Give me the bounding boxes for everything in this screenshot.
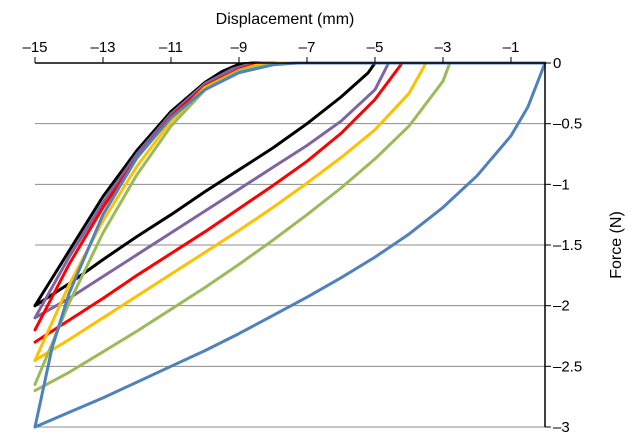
- y-tick-label: –1.5: [553, 237, 582, 254]
- axes: [34, 57, 551, 428]
- y-tick-labels: 0 –0.5 –1 –1.5 –2 –2.5 –3: [553, 55, 582, 433]
- y-tick-label: –2.5: [553, 358, 582, 375]
- gridlines: [35, 123, 545, 428]
- y-tick-label: 0: [553, 55, 561, 72]
- x-tick-label: –11: [159, 39, 183, 56]
- series-line-12: [33, 61, 547, 429]
- y-axis-label: Force (N): [608, 211, 625, 279]
- x-tick-label: –3: [435, 39, 452, 56]
- series-line-8: [33, 61, 428, 362]
- series-line-2: [33, 61, 377, 308]
- y-tick-label: –0.5: [553, 116, 582, 133]
- x-tick-label: –1: [503, 39, 520, 56]
- series-line-9: [33, 61, 452, 386]
- series-line-6: [33, 61, 404, 344]
- x-tick-label: –5: [367, 39, 384, 56]
- x-tick-label: –7: [299, 39, 316, 56]
- series-line-4: [33, 61, 391, 320]
- series-line-10: [33, 61, 452, 393]
- y-tick-label: –2: [553, 298, 570, 315]
- x-tick-label: –13: [90, 39, 115, 56]
- x-tick-label: –9: [231, 39, 248, 56]
- y-tick-label: –3: [553, 419, 570, 433]
- x-tick-labels: –15 –13 –11 –9 –7 –5 –3 –1: [22, 39, 519, 56]
- x-axis-label: Displacement (mm): [216, 11, 355, 28]
- x-tick-label: –15: [22, 39, 47, 56]
- series-line-5: [33, 61, 404, 332]
- y-tick-label: –1: [553, 176, 570, 193]
